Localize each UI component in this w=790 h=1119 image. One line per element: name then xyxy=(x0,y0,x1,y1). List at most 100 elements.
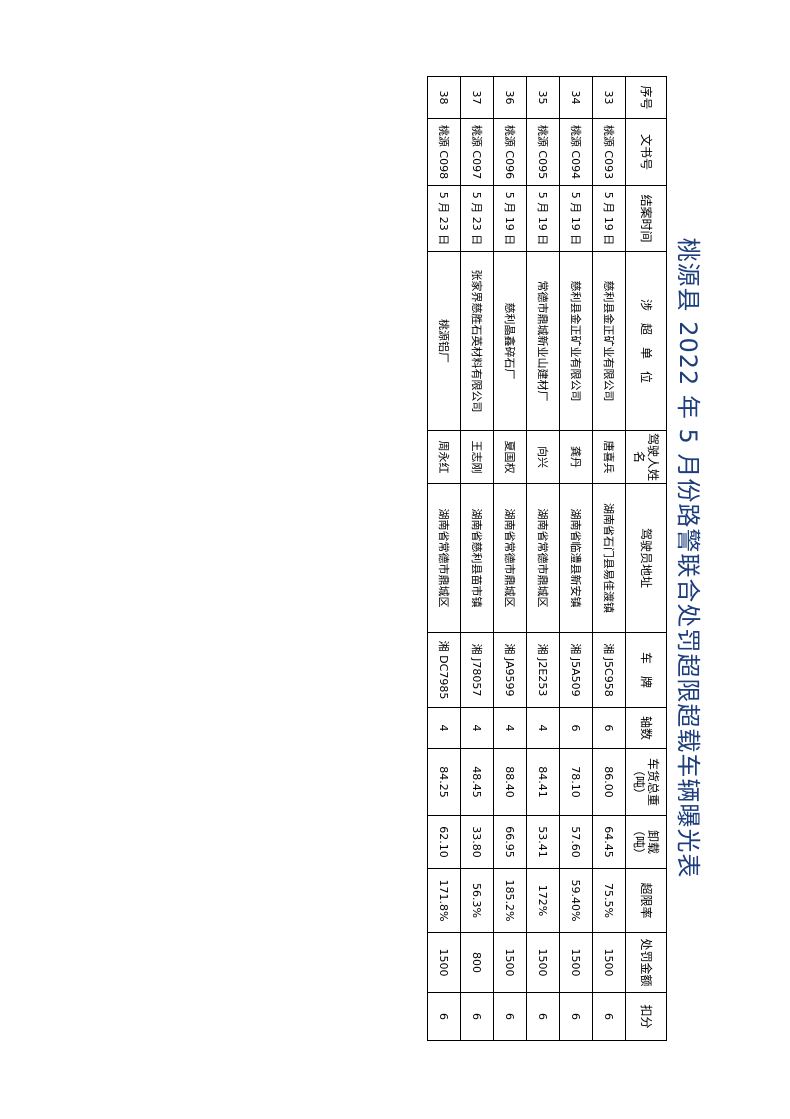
cell-overload-rate: 56.3% xyxy=(460,868,494,933)
cell-driver-name: 周永红 xyxy=(427,430,461,484)
cell-close-date: 5 月 19 日 xyxy=(526,185,560,252)
cell-driver-name: 夏国权 xyxy=(493,430,527,484)
cell-points: 6 xyxy=(493,992,527,1041)
cell-points: 6 xyxy=(427,992,461,1041)
cell-company: 慈利县金正矿业有限公司 xyxy=(559,251,593,431)
header-close-date: 结案时间 xyxy=(625,185,667,252)
cell-axles: 4 xyxy=(493,707,527,749)
cell-plate: 湘 J78057 xyxy=(460,632,494,708)
cell-gross-weight: 84.25 xyxy=(427,748,461,816)
cell-driver-address: 湖南省常德市鼎城区 xyxy=(427,483,461,633)
cell-plate: 湘 JA9599 xyxy=(493,632,527,708)
cell-seq: 37 xyxy=(460,76,494,119)
cell-unloaded: 57.60 xyxy=(559,815,593,869)
cell-driver-address: 湖南省临澧县新安镇 xyxy=(559,483,593,633)
document-title: 桃源县 2022 年 5 月份路警联合处罚超限超载车辆曝光表 xyxy=(674,237,702,879)
cell-close-date: 5 月 23 日 xyxy=(460,185,494,252)
cell-unloaded: 62.10 xyxy=(427,815,461,869)
header-gross-weight: 车货总重（吨） xyxy=(625,748,667,816)
cell-axles: 4 xyxy=(526,707,560,749)
cell-driver-address: 湖南省石门县易佳渡镇 xyxy=(592,483,626,633)
table-row: 38 桃源 C098 5 月 23 日桃源铝厂 周永红 湖南省常德市鼎城区湘 DC798… xyxy=(427,76,461,1041)
cell-points: 6 xyxy=(559,992,593,1041)
table-row: 37 桃源 C097 5 月 23 日张家界慈胜石英材料有限公司 王志刚 湖南省慈利县苗… xyxy=(460,76,494,1041)
cell-company: 慈利晶鑫碎石厂 xyxy=(493,251,527,431)
cell-company: 桃源铝厂 xyxy=(427,251,461,431)
cell-company: 常德市鼎城新业山建材厂 xyxy=(526,251,560,431)
cell-overload-rate: 171.8% xyxy=(427,868,461,933)
cell-doc-no: 桃源 C097 xyxy=(460,118,494,186)
cell-close-date: 5 月 19 日 xyxy=(592,185,626,252)
cell-seq: 33 xyxy=(592,76,626,119)
cell-fine: 1500 xyxy=(427,932,461,993)
cell-plate: 湘 J5C958 xyxy=(592,632,626,708)
cell-seq: 38 xyxy=(427,76,461,119)
cell-driver-name: 龚丹 xyxy=(559,430,593,484)
cell-company: 张家界慈胜石英材料有限公司 xyxy=(460,251,494,431)
cell-driver-address: 湖南省慈利县苗市镇 xyxy=(460,483,494,633)
cell-doc-no: 桃源 C093 xyxy=(592,118,626,186)
cell-plate: 湘 J2E253 xyxy=(526,632,560,708)
cell-driver-address: 湖南省常德市鼎城区 xyxy=(526,483,560,633)
cell-driver-name: 向兴 xyxy=(526,430,560,484)
header-fine: 处罚金额 xyxy=(625,932,667,993)
cell-doc-no: 桃源 C098 xyxy=(427,118,461,186)
cell-fine: 1500 xyxy=(493,932,527,993)
cell-axles: 6 xyxy=(559,707,593,749)
cell-gross-weight: 48.45 xyxy=(460,748,494,816)
header-seq: 序号 xyxy=(625,76,667,119)
table-row: 35 桃源 C095 5 月 19 日常德市鼎城新业山建材厂 向兴 湖南省常德市鼎城区湘… xyxy=(526,76,560,1041)
cell-seq: 36 xyxy=(493,76,527,119)
cell-gross-weight: 88.40 xyxy=(493,748,527,816)
cell-fine: 1500 xyxy=(559,932,593,993)
cell-overload-rate: 172% xyxy=(526,868,560,933)
cell-seq: 34 xyxy=(559,76,593,119)
table-row: 36 桃源 C096 5 月 19 日慈利晶鑫碎石厂 夏国权 湖南省常德市鼎城区湘 JA… xyxy=(493,76,527,1041)
cell-overload-rate: 185.2% xyxy=(493,868,527,933)
header-doc-no: 文书号 xyxy=(625,118,667,186)
cell-overload-rate: 59.40% xyxy=(559,868,593,933)
table-row: 34 桃源 C094 5 月 19 日慈利县金正矿业有限公司 龚丹 湖南省临澧县新安镇湘… xyxy=(559,76,593,1041)
header-driver-name: 驾驶人姓名 xyxy=(625,430,667,484)
header-plate: 车 牌 xyxy=(625,632,667,708)
table-header-row: 序号 文书号 结案时间涉 超 单 位驾驶人姓名 驾驶员地址车 牌轴数 车货总重（吨） 卸载… xyxy=(625,76,667,1041)
cell-doc-no: 桃源 C096 xyxy=(493,118,527,186)
cell-driver-name: 王志刚 xyxy=(460,430,494,484)
header-company: 涉 超 单 位 xyxy=(625,251,667,431)
cell-close-date: 5 月 19 日 xyxy=(493,185,527,252)
cell-points: 6 xyxy=(526,992,560,1041)
cell-driver-address: 湖南省常德市鼎城区 xyxy=(493,483,527,633)
cell-points: 6 xyxy=(460,992,494,1041)
header-overload-rate: 超限率 xyxy=(625,868,667,933)
cell-close-date: 5 月 23 日 xyxy=(427,185,461,252)
cell-fine: 1500 xyxy=(526,932,560,993)
cell-unloaded: 33.80 xyxy=(460,815,494,869)
table-row: 33 桃源 C093 5 月 19 日慈利县金正矿业有限公司 唐喜兵 湖南省石门县易佳渡… xyxy=(592,76,626,1041)
cell-gross-weight: 84.41 xyxy=(526,748,560,816)
cell-fine: 800 xyxy=(460,932,494,993)
penalty-table: 序号 文书号 结案时间涉 超 单 位驾驶人姓名 驾驶员地址车 牌轴数 车货总重（吨） 卸载… xyxy=(427,76,667,1041)
cell-doc-no: 桃源 C095 xyxy=(526,118,560,186)
cell-unloaded: 53.41 xyxy=(526,815,560,869)
cell-gross-weight: 78.10 xyxy=(559,748,593,816)
cell-unloaded: 66.95 xyxy=(493,815,527,869)
header-points: 扣分 xyxy=(625,992,667,1041)
cell-company: 慈利县金正矿业有限公司 xyxy=(592,251,626,431)
cell-axles: 4 xyxy=(460,707,494,749)
rotated-document: 桃源县 2022 年 5 月份路警联合处罚超限超载车辆曝光表 序号 文书号 结案时间… xyxy=(422,76,712,1041)
cell-doc-no: 桃源 C094 xyxy=(559,118,593,186)
cell-close-date: 5 月 19 日 xyxy=(559,185,593,252)
cell-fine: 1500 xyxy=(592,932,626,993)
cell-plate: 湘 DC7985 xyxy=(427,632,461,708)
cell-overload-rate: 75.5% xyxy=(592,868,626,933)
cell-unloaded: 64.45 xyxy=(592,815,626,869)
cell-axles: 6 xyxy=(592,707,626,749)
cell-axles: 4 xyxy=(427,707,461,749)
header-unloaded: 卸载（吨） xyxy=(625,815,667,869)
header-driver-address: 驾驶员地址 xyxy=(625,483,667,633)
cell-seq: 35 xyxy=(526,76,560,119)
cell-gross-weight: 86.00 xyxy=(592,748,626,816)
cell-points: 6 xyxy=(592,992,626,1041)
cell-driver-name: 唐喜兵 xyxy=(592,430,626,484)
header-axles: 轴数 xyxy=(625,707,667,749)
